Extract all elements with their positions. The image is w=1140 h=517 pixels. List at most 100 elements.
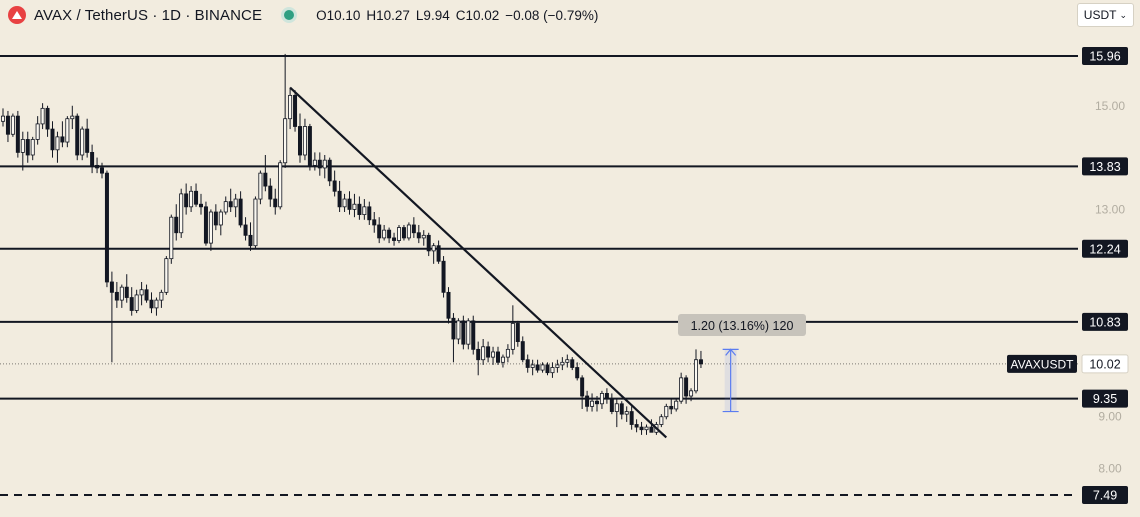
candle — [25, 131, 30, 163]
candle — [288, 87, 293, 130]
candle — [609, 393, 614, 415]
candle — [624, 406, 629, 422]
candle — [461, 315, 466, 350]
candle — [698, 350, 703, 369]
candle-body — [312, 159, 317, 166]
candle — [159, 289, 164, 308]
candle — [278, 160, 283, 210]
candle-body — [698, 359, 703, 365]
candle — [491, 346, 496, 365]
candle — [382, 224, 387, 241]
level-price-badge — [1082, 389, 1128, 408]
price-labels: 15.96 13.83 12.24 10.83 9.35 7.49 AVAXUSDT 10.0… — [1007, 47, 1129, 504]
candle — [396, 224, 401, 244]
candle — [421, 230, 426, 246]
candle-body — [149, 299, 154, 309]
candle-body — [263, 172, 268, 187]
candle-body — [90, 152, 95, 166]
candle — [515, 320, 520, 347]
candle-body — [159, 291, 164, 301]
candle-body — [664, 405, 669, 418]
candle — [639, 421, 644, 435]
candle-body — [174, 216, 179, 234]
last-price-badge — [1081, 354, 1129, 374]
horizontal-levels — [0, 55, 1078, 496]
candle — [674, 398, 679, 412]
candle — [90, 144, 95, 174]
candle-body — [590, 400, 595, 407]
candle — [30, 136, 35, 161]
candle-body — [362, 206, 367, 215]
candle-body — [500, 356, 505, 363]
candle-body — [367, 206, 372, 221]
trendline[interactable] — [289, 86, 668, 439]
candle — [595, 396, 600, 412]
candle-body — [486, 346, 491, 358]
candle — [644, 424, 649, 435]
candle — [144, 284, 149, 303]
candle-body — [347, 198, 352, 210]
candle — [387, 227, 392, 244]
market-status-dot-icon[interactable] — [284, 10, 295, 20]
candle-body — [481, 346, 486, 361]
symbol-header: AVAX / TetherUS · 1D · BINANCE O10.10 H1… — [0, 0, 1080, 30]
currency-selector[interactable]: USDT ⌄ — [1076, 3, 1134, 27]
candle-body — [25, 139, 30, 156]
candle — [441, 256, 446, 298]
candle — [85, 118, 90, 158]
candle-body — [317, 159, 322, 169]
candle-body — [189, 190, 194, 208]
level-price-badge — [1082, 239, 1128, 258]
candle — [263, 154, 268, 192]
candle-body — [456, 320, 461, 340]
level-price-label: 7.49 — [1093, 489, 1117, 503]
candle-body — [416, 232, 421, 239]
candle — [95, 157, 100, 174]
candle-body — [679, 377, 684, 402]
chevron-down-icon: ⌄ — [1119, 9, 1127, 20]
candle-body — [50, 128, 55, 151]
ohlc-low: L9.94 — [415, 7, 450, 23]
candle — [184, 183, 189, 215]
candle — [565, 354, 570, 368]
candle — [45, 105, 50, 137]
candle-body — [114, 291, 119, 301]
candle — [208, 209, 213, 251]
candle-body — [134, 294, 139, 311]
candle-body — [273, 198, 278, 208]
ohlc-close: C10.02 — [455, 7, 500, 23]
level-price-label: 10.83 — [1089, 315, 1120, 329]
candle — [619, 401, 624, 420]
candle — [525, 354, 530, 373]
candle — [406, 222, 411, 241]
candle-body — [619, 403, 624, 415]
candle-body — [694, 359, 699, 392]
candle-body — [689, 390, 694, 397]
candle — [679, 372, 684, 404]
candle — [634, 419, 639, 433]
candle — [268, 178, 273, 207]
candle — [174, 204, 179, 241]
symbol-price-label: AVAXUSDT — [1011, 357, 1075, 371]
symbol-title[interactable]: AVAX / TetherUS · 1D · BINANCE — [34, 6, 263, 24]
candle — [119, 284, 124, 308]
candle — [253, 196, 258, 249]
candle — [75, 113, 80, 161]
candle — [545, 362, 550, 376]
candle-body — [327, 159, 332, 182]
candle-body — [0, 115, 6, 122]
candle-body — [659, 416, 664, 425]
downtrend-line[interactable] — [289, 86, 668, 439]
candle — [243, 217, 248, 241]
candle — [55, 131, 60, 163]
measure-tool[interactable]: 1.20 (13.16%) 120 — [678, 314, 806, 413]
candle — [446, 287, 451, 324]
candle-body — [139, 289, 144, 296]
candle — [555, 359, 560, 373]
candle — [238, 191, 243, 228]
candle — [40, 103, 45, 130]
candle — [629, 406, 634, 430]
candle — [486, 341, 491, 363]
candle — [332, 170, 337, 197]
